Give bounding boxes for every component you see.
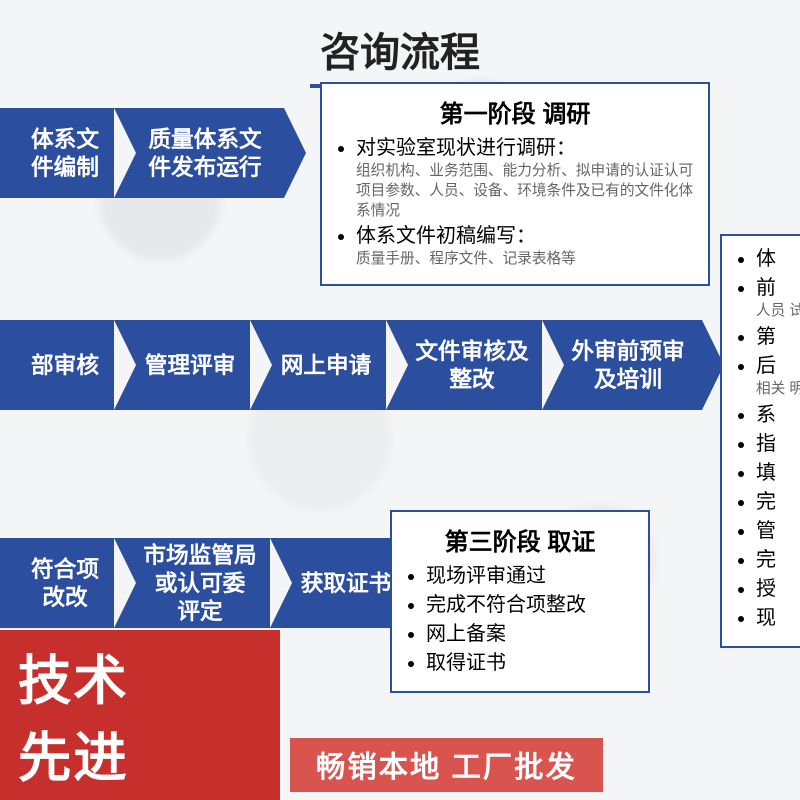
chevron-r2-2: 网上申请 [250,320,390,410]
chevron-r3-2: 获取证书 [270,538,410,628]
list-item: 第 [756,324,800,351]
phase2-box: 体 前人员 试验 第 后相关 明确 系 指 填 完 管 完 授 现 [720,234,800,648]
list-item: 前人员 试验 [756,275,800,322]
chevron-r3-0: 符合项 改改 [0,538,118,628]
list-item: 管 [756,518,800,545]
phase2-list: 体 前人员 试验 第 后相关 明确 系 指 填 完 管 完 授 现 [736,246,800,632]
list-item: 取得证书 [426,650,634,677]
list-item: 完成不符合项整改 [426,592,634,619]
list-item: 系 [756,402,800,429]
list-item: 对实验室现状进行调研：组织机构、业务范围、能力分析、拟申请的认证认可项目参数、人… [356,135,694,221]
promo-banner: 技术 先进 [0,630,280,800]
list-item: 现场评审通过 [426,563,634,590]
page-title: 咨询流程 [0,20,800,88]
flow-row-2: 部审核 管理评审 网上申请 文件审核及 整改 外审前预审 及培训 [0,320,698,410]
phase3-list: 现场评审通过 完成不符合项整改 网上备案 取得证书 [406,563,634,677]
chevron-r3-1: 市场监管局 或认可委 评定 [114,538,274,628]
phase3-box: 第三阶段 取证 现场评审通过 完成不符合项整改 网上备案 取得证书 [390,510,650,693]
list-item: 完 [756,547,800,574]
list-item: 体系文件初稿编写：质量手册、程序文件、记录表格等 [356,223,694,270]
flow-row-3: 符合项 改改 市场监管局 或认可委 评定 获取证书 [0,538,406,628]
chevron-r2-3: 文件审核及 整改 [386,320,546,410]
banner-line1: 技术 [18,638,280,715]
list-item: 完 [756,489,800,516]
list-item: 填 [756,460,800,487]
phase1-title: 第一阶段 调研 [336,94,694,129]
flow-row-1: 体系文 件编制 质量体系文 件发布运行 [0,108,280,198]
title-text: 咨询流程 [320,31,480,75]
chevron-r2-4: 外审前预审 及培训 [542,320,702,410]
phase1-list: 对实验室现状进行调研：组织机构、业务范围、能力分析、拟申请的认证认可项目参数、人… [336,135,694,270]
chevron-r2-1: 管理评审 [114,320,254,410]
promo-subbanner: 畅销本地 工厂批发 [290,738,603,792]
list-item: 指 [756,431,800,458]
chevron-r2-0: 部审核 [0,320,118,410]
list-item: 网上备案 [426,621,634,648]
phase1-box: 第一阶段 调研 对实验室现状进行调研：组织机构、业务范围、能力分析、拟申请的认证… [320,82,710,286]
list-item: 授 [756,576,800,603]
list-item: 现 [756,605,800,632]
banner-line2: 先进 [18,715,280,792]
list-item: 后相关 明确 [756,353,800,400]
chevron-r1-0: 体系文 件编制 [0,108,118,198]
chevron-r1-1: 质量体系文 件发布运行 [114,108,284,198]
list-item: 体 [756,246,800,273]
phase3-title: 第三阶段 取证 [406,522,634,557]
